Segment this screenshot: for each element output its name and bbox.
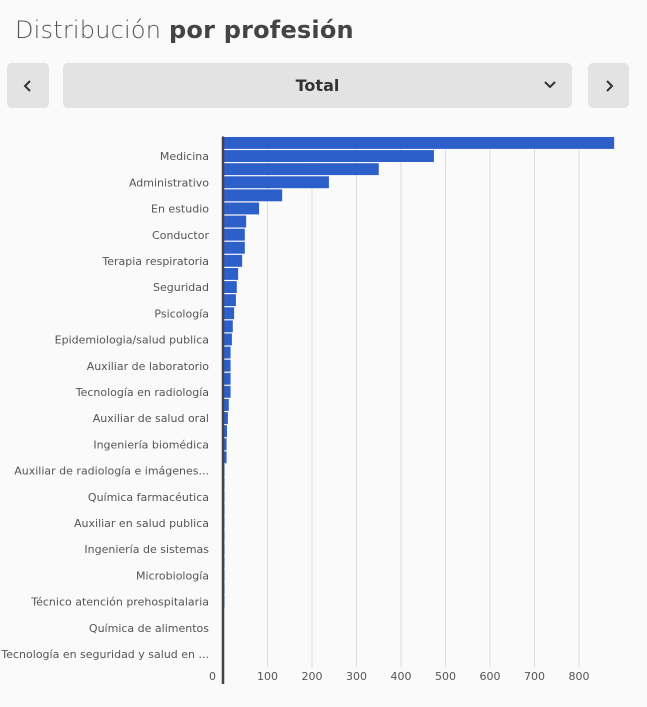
category-label: Auxiliar de laboratorio [87,360,210,373]
bar [223,215,247,228]
bar [223,333,232,346]
bar [223,281,237,293]
category-label: Tecnología en seguridad y salud en ... [0,648,209,661]
next-button[interactable] [588,63,629,108]
bar [223,359,231,372]
page-title: Distribución por profesión [15,16,354,44]
x-tick-label: 0 [209,670,216,683]
category-label: Técnico atención prehospitalaria [30,596,209,609]
x-tick-label: 600 [480,670,501,683]
bar [223,137,615,149]
category-label: Tecnología en radiología [75,386,209,399]
x-tick-label: 200 [302,670,323,683]
chevron-left-icon [23,79,31,92]
category-label: Ingeniería de sistemas [84,543,209,556]
category-label: Química farmacéutica [88,491,209,504]
category-label: En estudio [151,203,209,216]
x-tick-label: 300 [346,670,367,683]
bar [223,268,239,280]
bar [223,346,231,359]
category-label: Auxiliar en salud publica [74,517,209,530]
category-label: Conductor [152,229,209,242]
bar [223,412,228,424]
category-label: Ingeniería biomédica [93,438,209,451]
category-label: Terapia respiratoria [101,255,209,268]
bar [223,385,231,398]
category-label: Microbiología [136,569,209,582]
bar [223,202,260,215]
category-label: Auxiliar de salud oral [93,412,209,425]
category-label: Seguridad [153,281,209,294]
x-tick-label: 100 [257,670,278,683]
bar [223,451,227,464]
category-label: Epidemiologia/salud publica [55,334,209,347]
bar [223,320,233,333]
previous-button[interactable] [7,63,49,108]
category-label: Auxiliar de radiología e imágenes... [14,465,209,478]
bar [223,176,329,189]
chevron-right-icon [605,79,613,92]
selected-value: Total [295,76,340,95]
bar [223,150,434,162]
bar [223,228,245,241]
bar [223,254,243,267]
title-light: Distribución [15,16,162,44]
x-tick-label: 800 [569,670,590,683]
x-tick-label: 400 [391,670,412,683]
bar [223,425,228,438]
bar [223,241,245,254]
category-label: Medicina [160,150,209,163]
chevron-down-icon [544,81,556,89]
bar [223,438,227,451]
bar [223,372,231,385]
bar [223,307,235,320]
x-tick-label: 700 [524,670,545,683]
x-tick-label: 500 [435,670,456,683]
bar [223,399,229,411]
bar [223,163,379,176]
bar [223,294,236,307]
category-label: Psicología [154,307,209,320]
category-label: Química de alimentos [89,622,209,635]
title-bold: por profesión [169,16,354,44]
bar [223,189,283,202]
profession-select[interactable]: Total [63,63,572,108]
category-label: Administrativo [129,176,209,189]
